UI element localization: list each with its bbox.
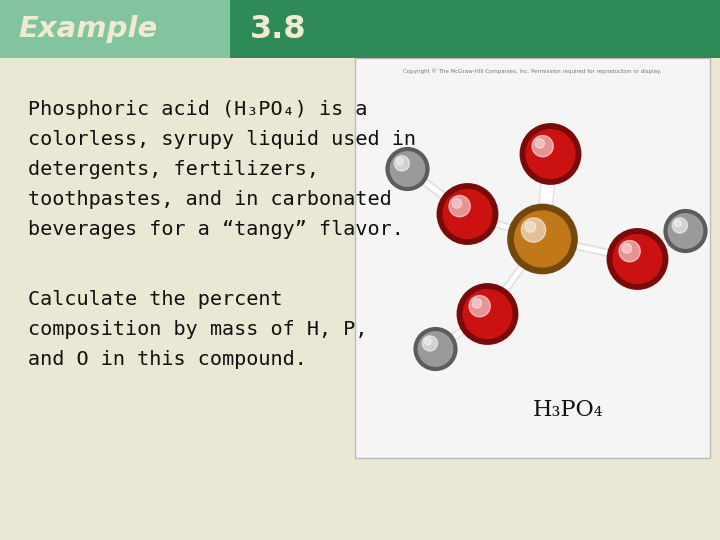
Circle shape — [525, 221, 536, 232]
Circle shape — [510, 207, 575, 271]
Circle shape — [619, 240, 640, 262]
Circle shape — [439, 186, 495, 242]
Circle shape — [622, 244, 631, 253]
Circle shape — [523, 126, 578, 182]
Text: 3.8: 3.8 — [250, 14, 307, 44]
Circle shape — [610, 231, 665, 287]
Text: Phosphoric acid (H₃PO₄) is a: Phosphoric acid (H₃PO₄) is a — [28, 100, 367, 119]
Bar — [0, 0, 230, 58]
Circle shape — [665, 211, 706, 251]
Text: beverages for a “tangy” flavor.: beverages for a “tangy” flavor. — [28, 220, 404, 239]
Text: Example: Example — [18, 15, 157, 43]
Circle shape — [469, 295, 490, 317]
Circle shape — [397, 158, 403, 165]
Text: detergents, fertilizers,: detergents, fertilizers, — [28, 160, 319, 179]
Circle shape — [423, 336, 438, 351]
Text: colorless, syrupy liquid used in: colorless, syrupy liquid used in — [28, 130, 416, 149]
Circle shape — [472, 299, 482, 308]
Text: toothpastes, and in carbonated: toothpastes, and in carbonated — [28, 190, 392, 209]
Circle shape — [449, 195, 470, 217]
Circle shape — [387, 149, 428, 189]
Circle shape — [459, 286, 516, 342]
Bar — [355, 58, 710, 458]
Circle shape — [415, 329, 456, 369]
Text: Calculate the percent: Calculate the percent — [28, 290, 283, 309]
Circle shape — [425, 338, 431, 345]
Circle shape — [675, 220, 681, 227]
Circle shape — [672, 218, 688, 233]
Circle shape — [535, 139, 544, 148]
Circle shape — [452, 199, 462, 208]
Circle shape — [521, 218, 546, 242]
Text: Copyright © The McGraw-Hill Companies, Inc. Permission required for reproduction: Copyright © The McGraw-Hill Companies, I… — [403, 68, 662, 73]
Bar — [230, 0, 720, 58]
Text: composition by mass of H, P,: composition by mass of H, P, — [28, 320, 367, 339]
Text: and O in this compound.: and O in this compound. — [28, 350, 307, 369]
Circle shape — [532, 136, 553, 157]
Circle shape — [395, 156, 410, 171]
Text: H₃PO₄: H₃PO₄ — [533, 399, 603, 421]
